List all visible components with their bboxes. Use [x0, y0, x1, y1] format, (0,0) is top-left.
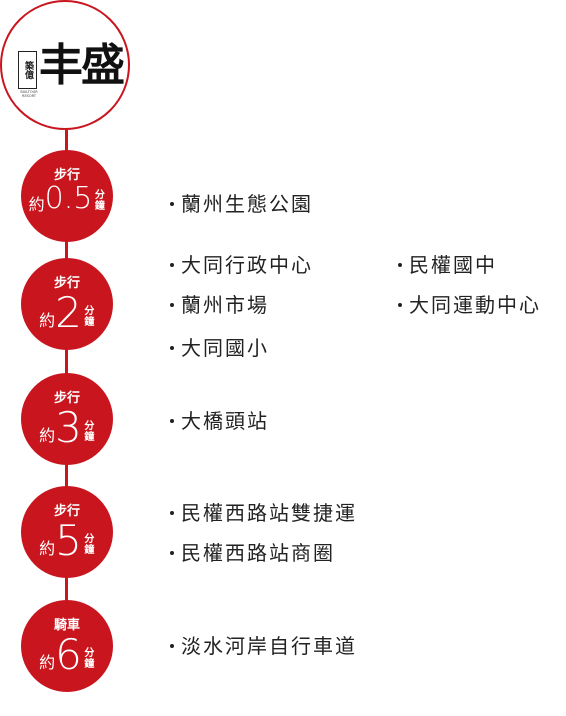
bullet-dot-icon: [170, 202, 174, 206]
badge-approx: 約: [28, 195, 45, 214]
bullet-dot-icon: [170, 419, 174, 423]
place-item: 民權西路站商圈: [170, 541, 335, 565]
bullet-dot-icon: [170, 511, 174, 515]
place-item: 大同行政中心: [170, 253, 313, 277]
badge-unit-bottom: 鐘: [84, 317, 95, 328]
badge-unit-top: 分: [84, 306, 95, 317]
badge-unit-bottom: 鐘: [84, 659, 95, 670]
brand-logo: 築億 BUILTOUR RESORT 丰盛: [0, 0, 130, 130]
bullet-dot-icon: [170, 346, 174, 350]
time-badge-1: 步行 約 0.5 分鐘: [21, 150, 113, 242]
place-item: 大同國小: [170, 336, 269, 360]
bullet-dot-icon: [170, 551, 174, 555]
bullet-dot-icon: [170, 644, 174, 648]
badge-unit-bottom: 鐘: [84, 432, 95, 443]
badge-unit-bottom: 鐘: [84, 545, 95, 556]
badge-approx: 約: [39, 653, 56, 672]
place-item: 大同運動中心: [398, 293, 541, 317]
time-badge-3: 步行 約 3 分鐘: [21, 373, 113, 465]
badge-minutes: 0.5: [44, 181, 93, 216]
bullet-dot-icon: [398, 303, 402, 307]
logo-vertical-text: 築億: [18, 51, 37, 89]
badge-approx: 約: [39, 311, 56, 330]
badge-approx: 約: [39, 539, 56, 558]
badge-mode: 步行: [53, 391, 80, 406]
badge-minutes: 5: [55, 516, 82, 565]
badge-minutes: 2: [55, 288, 82, 337]
badge-unit-top: 分: [84, 421, 95, 432]
badge-unit-top: 分: [84, 648, 95, 659]
badge-unit-top: 分: [94, 190, 105, 201]
place-item: 民權國中: [398, 253, 497, 277]
badge-mode: 步行: [53, 168, 80, 183]
bullet-dot-icon: [170, 263, 174, 267]
time-badge-2: 步行 約 2 分鐘: [21, 258, 113, 350]
place-item: 蘭州生態公園: [170, 192, 313, 216]
badge-unit-top: 分: [84, 534, 95, 545]
logo-main-text: 丰盛: [39, 40, 125, 91]
bullet-dot-icon: [170, 303, 174, 307]
place-item: 淡水河岸自行車道: [170, 634, 357, 658]
badge-mode: 步行: [53, 504, 80, 519]
logo-small-text: BUILTOUR RESORT: [20, 90, 38, 98]
badge-mode: 步行: [53, 276, 80, 291]
badge-approx: 約: [39, 426, 56, 445]
badge-mode: 騎車: [53, 618, 80, 633]
time-badge-4: 步行 約 5 分鐘: [21, 486, 113, 578]
place-item: 蘭州市場: [170, 293, 269, 317]
place-item: 民權西路站雙捷運: [170, 501, 357, 525]
badge-minutes: 3: [55, 403, 82, 452]
place-item: 大橋頭站: [170, 409, 269, 433]
badge-unit-bottom: 鐘: [94, 201, 105, 212]
badge-minutes: 6: [55, 630, 82, 679]
time-badge-5: 騎車 約 6 分鐘: [21, 600, 113, 692]
bullet-dot-icon: [398, 263, 402, 267]
